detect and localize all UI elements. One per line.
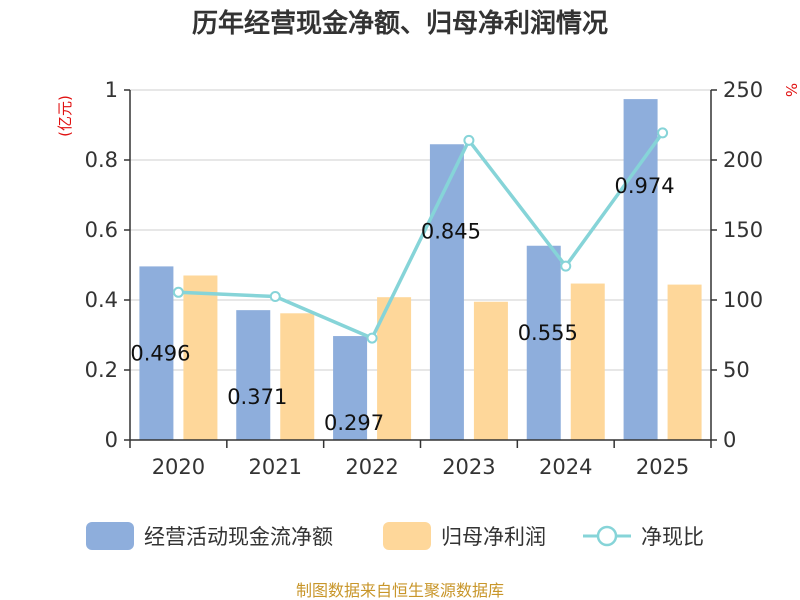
left-tick-label: 1 [105, 78, 118, 102]
legend-label: 归母净利润 [441, 525, 546, 549]
right-tick-label: 50 [723, 358, 750, 382]
ratio-point [366, 332, 378, 344]
ratio-point [560, 260, 572, 272]
bar-netprofit [280, 313, 315, 440]
left-tick-label: 0.2 [85, 358, 118, 382]
bar-cashflow [429, 144, 464, 440]
right-tick-label: 100 [723, 288, 763, 312]
data-label: 0.974 [615, 174, 675, 198]
legend-swatch [86, 522, 134, 550]
x-tick-label: 2024 [539, 455, 592, 479]
data-label: 0.845 [421, 219, 481, 243]
data-label: 0.371 [227, 385, 287, 409]
bar-cashflow [526, 245, 561, 440]
bar-netprofit [183, 275, 218, 440]
ratio-point [172, 286, 184, 298]
left-axis-unit: (亿元) [56, 95, 74, 137]
right-tick-label: 200 [723, 148, 763, 172]
legend-label: 净现比 [641, 525, 704, 549]
legend-marker [596, 525, 618, 547]
ratio-line-path [178, 131, 664, 340]
bar-cashflow [236, 310, 271, 440]
bar-cashflow [333, 336, 368, 440]
grid-lines [130, 89, 711, 371]
legend-swatch [383, 522, 431, 550]
bar-netprofit [667, 284, 702, 440]
x-tick-label: 2023 [442, 455, 495, 479]
right-tick-label: 150 [723, 218, 763, 242]
bar-netprofit [473, 301, 508, 440]
left-tick-label: 0.4 [85, 288, 118, 312]
bar-netprofit [570, 283, 605, 440]
data-label: 0.496 [130, 341, 190, 365]
right-tick-label: 0 [723, 428, 736, 452]
source-note: 制图数据来自恒生聚源数据库 [296, 581, 504, 600]
bar-cashflow [139, 266, 174, 440]
ratio-point [269, 291, 281, 302]
left-tick-label: 0.8 [85, 148, 118, 172]
legend: 经营活动现金流净额 归母净利润 净现比 [86, 522, 704, 550]
right-axis-unit: % [782, 83, 800, 97]
bar-cashflow [623, 99, 658, 440]
x-tick-label: 2022 [345, 455, 398, 479]
axes: 0 0.2 0.4 0.6 0.8 1 0 50 100 150 200 250 2020 2021 202… [85, 78, 764, 479]
chart-title: 历年经营现金净额、归母净利润情况 [192, 8, 608, 39]
left-tick-label: 0.6 [85, 218, 118, 242]
left-tick-label: 0 [105, 428, 118, 452]
x-tick-label: 2020 [152, 455, 205, 479]
right-tick-label: 250 [723, 78, 763, 102]
legend-label: 经营活动现金流净额 [144, 525, 333, 549]
bar-netprofit [377, 297, 412, 440]
ratio-line [172, 127, 669, 344]
data-labels: 0.496 0.371 0.297 0.845 0.555 0.974 [130, 174, 674, 435]
x-tick-label: 2025 [636, 455, 689, 479]
bars [139, 99, 702, 440]
data-label: 0.555 [518, 321, 578, 345]
ratio-point [657, 127, 669, 139]
data-label: 0.297 [324, 411, 384, 435]
x-tick-label: 2021 [249, 455, 302, 479]
ratio-point [463, 134, 475, 146]
